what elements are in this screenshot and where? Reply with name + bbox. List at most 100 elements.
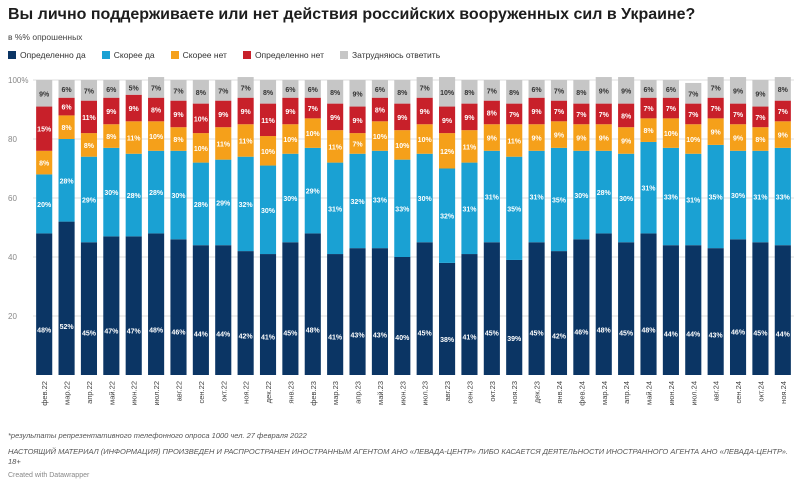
bar-value-label: 32% bbox=[351, 199, 366, 206]
x-tick-label: май.23 bbox=[376, 381, 385, 405]
bar-segment bbox=[506, 259, 523, 375]
bar-segment bbox=[595, 77, 612, 104]
bar-segment bbox=[148, 233, 165, 375]
bar-value-label: 28% bbox=[60, 178, 75, 185]
bar-value-label: 8% bbox=[375, 108, 386, 115]
bar-value-label: 33% bbox=[776, 195, 791, 202]
bar-value-label: 9% bbox=[778, 133, 789, 140]
legend-label: Скорее да bbox=[113, 50, 155, 60]
bar-segment bbox=[58, 97, 75, 116]
x-tick-label: июн.24 bbox=[667, 381, 676, 405]
bar-value-label: 28% bbox=[597, 190, 612, 197]
bar-segment bbox=[371, 248, 388, 375]
bar-segment bbox=[752, 150, 769, 243]
bar-segment bbox=[327, 80, 344, 104]
bar-segment bbox=[416, 153, 433, 243]
bar-segment bbox=[416, 242, 433, 375]
legend-label: Определенно да bbox=[20, 50, 86, 60]
bar-segment bbox=[573, 80, 590, 104]
x-tick-label: окт.22 bbox=[219, 381, 228, 402]
bar-segment bbox=[752, 106, 769, 128]
bar-value-label: 6% bbox=[308, 87, 319, 94]
x-tick-label: авг.23 bbox=[443, 381, 452, 401]
bar-value-label: 7% bbox=[509, 112, 520, 119]
bar-segment bbox=[125, 80, 142, 95]
legend-swatch bbox=[101, 51, 110, 59]
x-tick-label: июн.23 bbox=[398, 381, 407, 405]
bar-value-label: 9% bbox=[442, 118, 453, 125]
bar-value-label: 9% bbox=[352, 118, 363, 125]
bar-value-label: 31% bbox=[530, 195, 545, 202]
bar-value-label: 42% bbox=[552, 333, 567, 340]
bar-segment bbox=[36, 150, 53, 175]
bar-value-label: 6% bbox=[62, 105, 73, 112]
x-tick-label: мар.23 bbox=[331, 381, 340, 405]
bar-segment bbox=[148, 121, 165, 151]
bar-segment bbox=[595, 103, 612, 125]
bar-segment bbox=[80, 133, 98, 157]
bar-segment bbox=[685, 82, 702, 104]
bar-segment bbox=[58, 80, 75, 98]
bar-segment bbox=[595, 233, 612, 375]
bar-segment bbox=[550, 147, 568, 252]
footnote: *результаты репрезентативного телефонног… bbox=[8, 431, 307, 440]
x-tick-label: дек.22 bbox=[264, 381, 273, 403]
bar-value-label: 9% bbox=[621, 88, 632, 95]
bar-segment bbox=[618, 77, 635, 104]
bar-segment bbox=[573, 239, 590, 375]
bar-segment bbox=[125, 121, 142, 154]
bar-segment bbox=[125, 94, 142, 122]
bar-value-label: 7% bbox=[688, 112, 699, 119]
bar-value-label: 7% bbox=[218, 88, 229, 95]
bar-segment bbox=[259, 103, 277, 137]
foreign-agent-disclaimer: НАСТОЯЩИЙ МАТЕРИАЛ (ИНФОРМАЦИЯ) ПРОИЗВЕД… bbox=[8, 447, 788, 466]
bar-segment bbox=[349, 133, 366, 154]
bar-segment bbox=[103, 236, 120, 375]
bar-value-label: 46% bbox=[171, 330, 186, 337]
bar-value-label: 45% bbox=[753, 331, 768, 338]
bar-segment bbox=[752, 127, 769, 151]
x-tick-label: ноя.23 bbox=[510, 381, 519, 404]
bar-value-label: 10% bbox=[686, 137, 701, 144]
bar-segment bbox=[394, 103, 411, 131]
bar-value-label: 10% bbox=[395, 143, 410, 150]
bar-segment bbox=[103, 147, 120, 237]
bar-segment bbox=[215, 245, 232, 375]
bar-value-label: 40% bbox=[395, 335, 410, 342]
bar-segment bbox=[752, 80, 769, 107]
bar-value-label: 9% bbox=[241, 109, 252, 116]
bar-value-label: 8% bbox=[397, 90, 408, 97]
bar-value-label: 45% bbox=[485, 331, 500, 338]
stacked-bar-chart: 100% 80 60 40 20 48% 20% 8% 15% 9% фев.22 52% 28% 8% 6… bbox=[8, 76, 794, 406]
legend-swatch bbox=[170, 51, 179, 59]
bar-segment bbox=[349, 153, 366, 249]
bar-value-label: 35% bbox=[552, 197, 567, 204]
bar-segment bbox=[573, 150, 590, 240]
bar-value-label: 31% bbox=[686, 197, 701, 204]
bar-segment bbox=[282, 80, 299, 98]
bar-segment bbox=[259, 165, 277, 255]
bar-segment bbox=[550, 80, 568, 101]
bar-value-label: 10% bbox=[194, 146, 209, 153]
bar-segment bbox=[304, 80, 321, 98]
x-tick-label: дек.23 bbox=[533, 381, 542, 403]
bar-segment bbox=[192, 133, 209, 163]
bar-segment bbox=[483, 100, 500, 125]
bar-segment bbox=[550, 121, 568, 148]
bar-value-label: 9% bbox=[711, 130, 722, 137]
bar-segment bbox=[752, 242, 769, 375]
bar-segment bbox=[528, 97, 545, 125]
bar-segment bbox=[640, 141, 657, 234]
bar-value-label: 6% bbox=[375, 87, 386, 94]
bar-value-label: 8% bbox=[106, 134, 117, 141]
x-tick-label: фев.24 bbox=[577, 381, 586, 406]
x-tick-label: апр.22 bbox=[85, 381, 94, 404]
bar-value-label: 46% bbox=[731, 330, 746, 337]
bar-value-label: 8% bbox=[263, 90, 274, 97]
x-tick-label: апр.23 bbox=[354, 381, 363, 404]
bar-value-label: 9% bbox=[599, 88, 610, 95]
bar-segment bbox=[640, 97, 657, 119]
bar-segment bbox=[349, 248, 366, 375]
bar-segment bbox=[506, 156, 523, 260]
bar-segment bbox=[192, 103, 209, 134]
